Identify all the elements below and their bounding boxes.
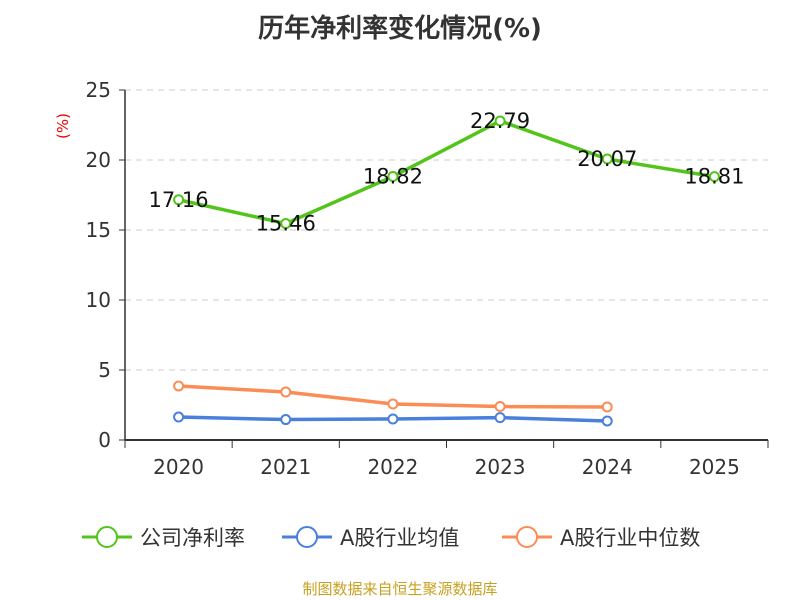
y-tick-label: 15 <box>86 218 111 242</box>
y-tick-label: 25 <box>86 78 111 102</box>
data-label: 15.46 <box>256 212 316 236</box>
legend-label: A股行业中位数 <box>560 526 700 550</box>
data-point <box>387 398 399 410</box>
data-label: 20.07 <box>577 147 637 171</box>
data-point <box>280 414 292 426</box>
data-point <box>494 115 506 127</box>
data-point <box>280 218 292 230</box>
data-point <box>708 171 720 183</box>
legend-marker <box>96 526 118 548</box>
x-tick-label: 2023 <box>475 455 526 479</box>
y-tick-label: 5 <box>98 358 111 382</box>
data-label: 18.82 <box>363 165 423 189</box>
legend-label: 公司净利率 <box>140 526 245 550</box>
x-tick-label: 2024 <box>582 455 633 479</box>
x-tick-label: 2020 <box>153 455 204 479</box>
source-note: 制图数据来自恒生聚源数据库 <box>302 580 498 598</box>
data-point <box>494 401 506 413</box>
x-tick-label: 2022 <box>367 455 418 479</box>
x-tick-label: 2021 <box>260 455 311 479</box>
data-point <box>173 380 185 392</box>
y-tick-label: 10 <box>86 288 111 312</box>
y-tick-label: 20 <box>86 148 111 172</box>
data-point <box>173 411 185 423</box>
data-label: 22.79 <box>470 109 530 133</box>
y-axis-label: (%) <box>54 113 72 139</box>
chart-title: 历年净利率变化情况(%) <box>258 14 542 44</box>
data-point <box>601 401 613 413</box>
x-tick-label: 2025 <box>689 455 740 479</box>
legend-marker <box>296 526 318 548</box>
legend-marker <box>516 526 538 548</box>
legend-label: A股行业均值 <box>340 526 459 550</box>
data-point <box>387 413 399 425</box>
data-point <box>387 171 399 183</box>
data-point <box>494 412 506 424</box>
series-line <box>178 119 715 226</box>
data-label: 17.16 <box>149 188 209 212</box>
data-point <box>601 153 613 165</box>
y-tick-label: 0 <box>98 428 111 452</box>
data-point <box>173 194 185 206</box>
data-label: 18.81 <box>684 165 744 189</box>
data-point <box>280 386 292 398</box>
data-point <box>601 415 613 427</box>
